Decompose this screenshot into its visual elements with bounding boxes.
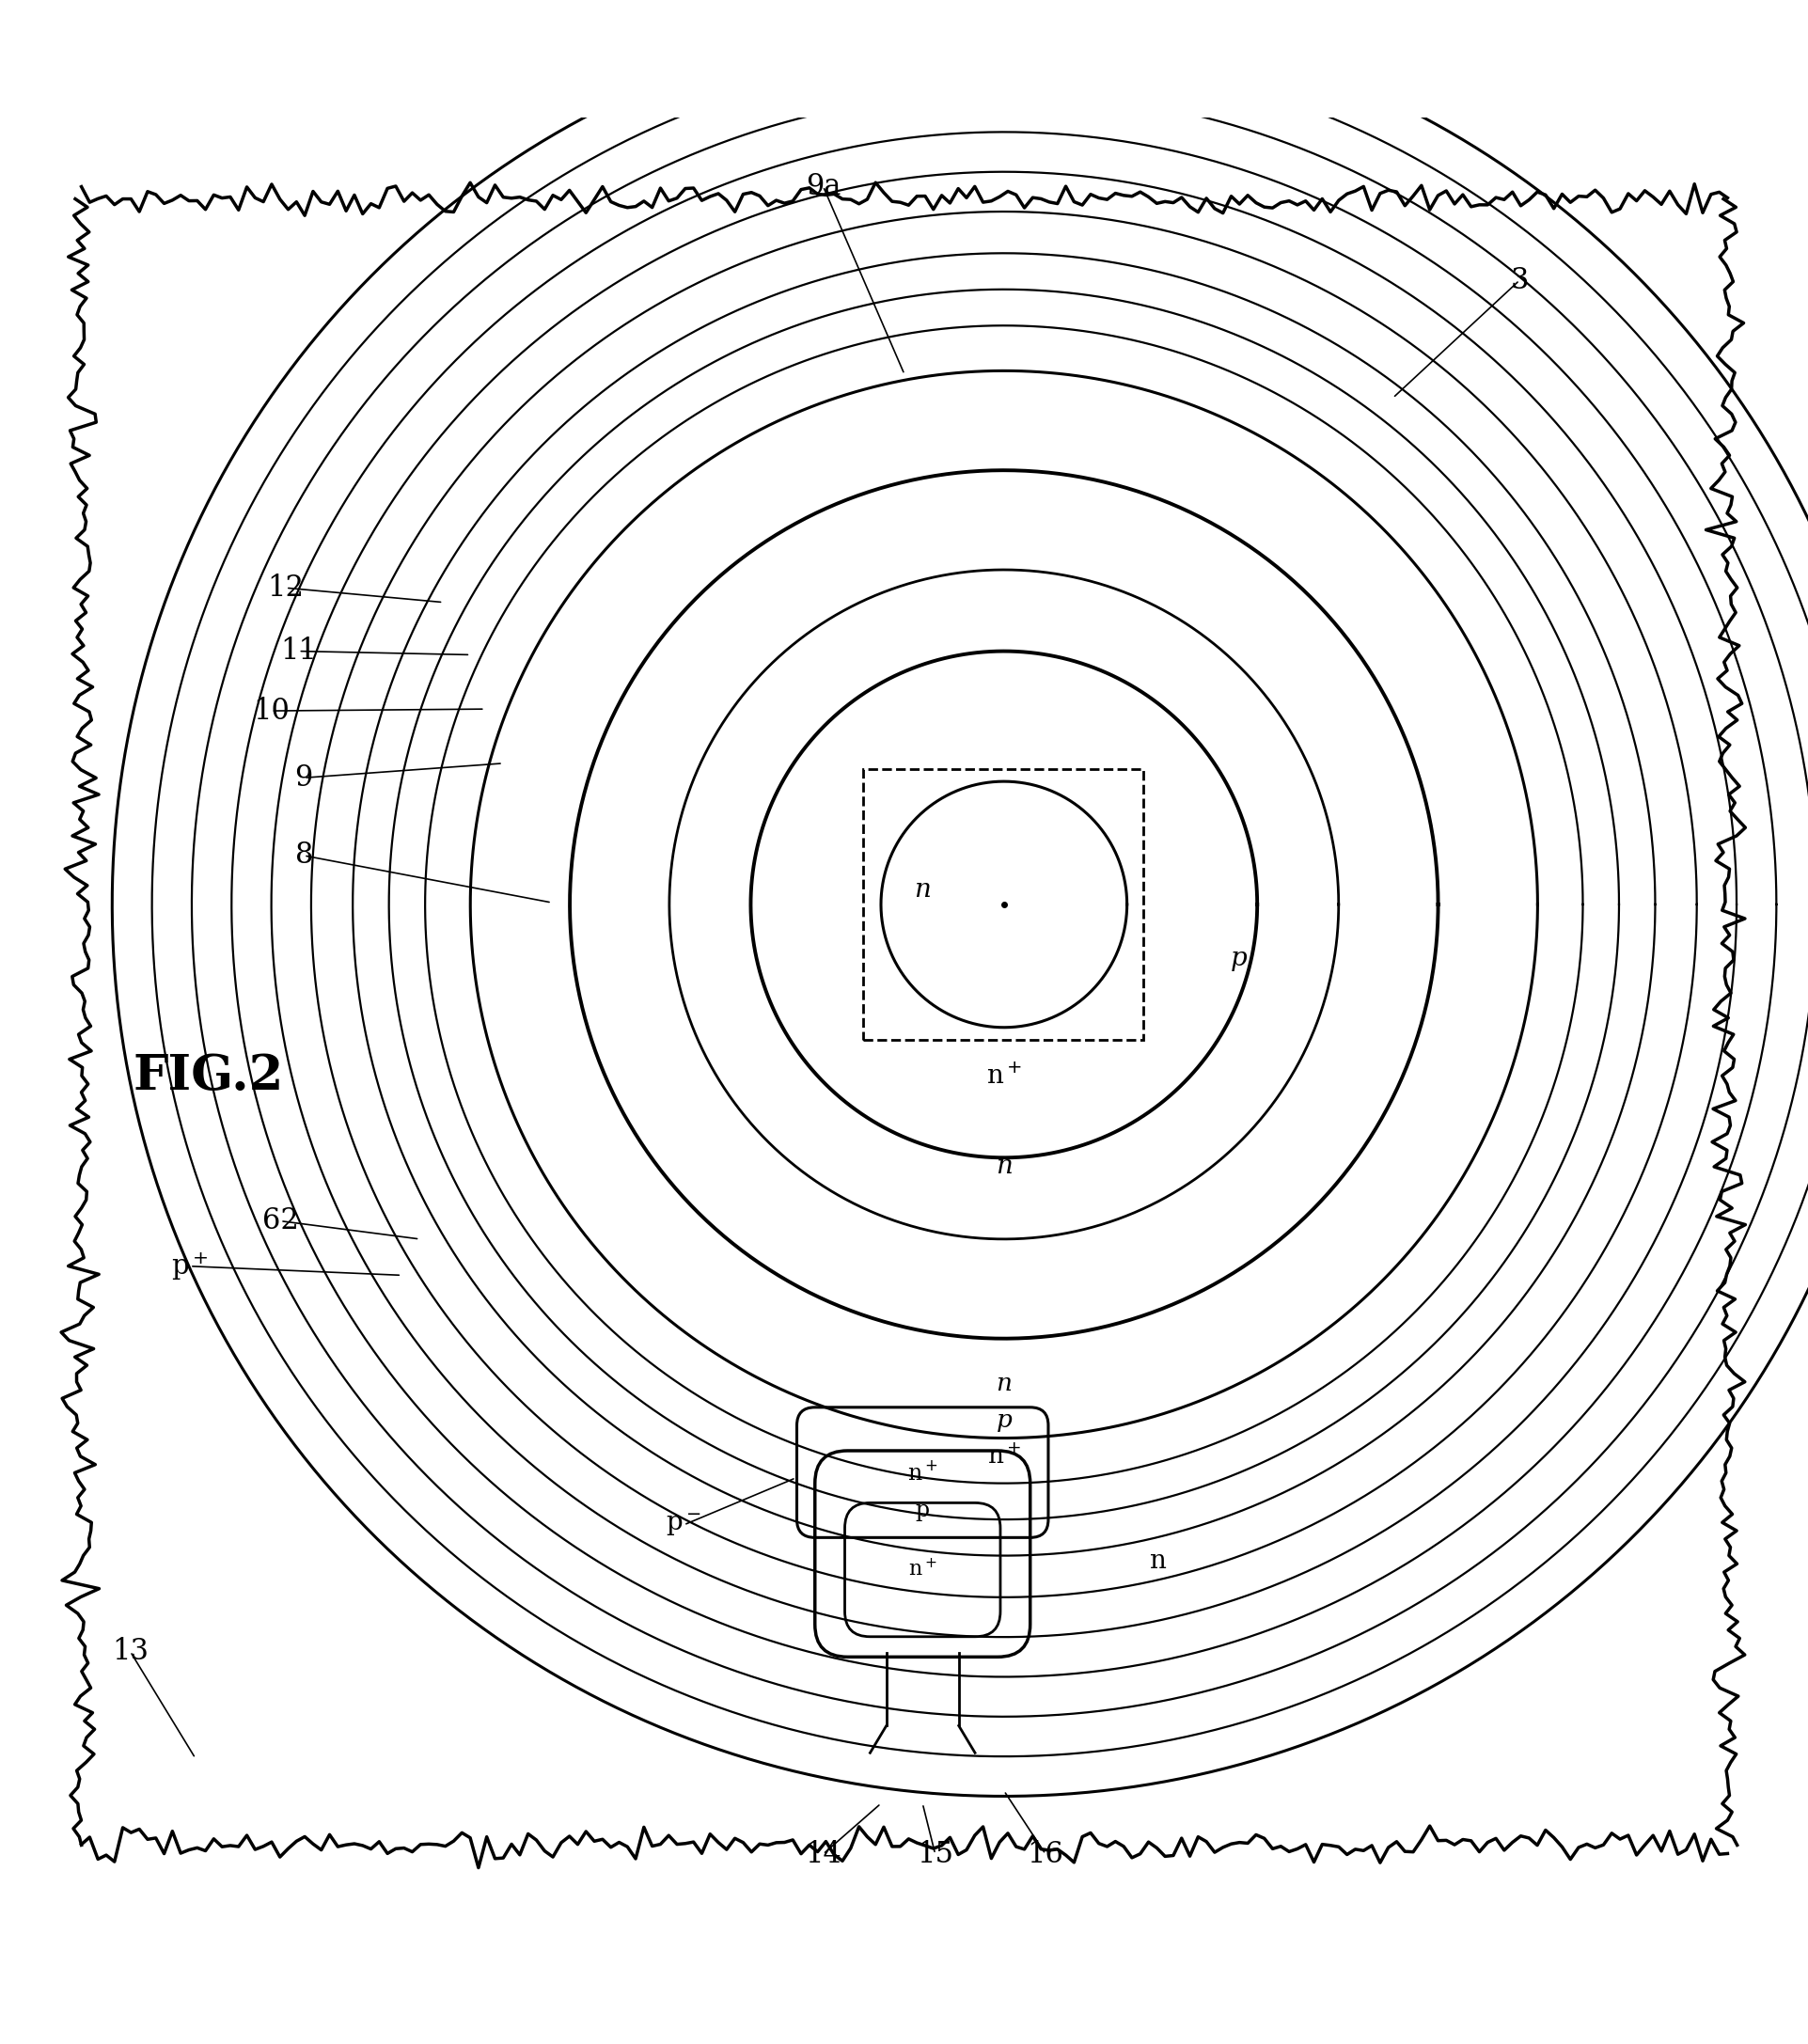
Text: 10: 10: [253, 697, 289, 726]
Text: 15: 15: [917, 1840, 953, 1868]
Bar: [862, 769, 1143, 1040]
Text: FIG.2: FIG.2: [132, 1053, 284, 1100]
Text: n: n: [1148, 1549, 1166, 1574]
Text: p: p: [915, 1498, 929, 1521]
Text: 16: 16: [1027, 1840, 1063, 1868]
Text: n: n: [994, 1155, 1012, 1179]
Text: 9: 9: [295, 762, 313, 793]
Text: 8: 8: [295, 840, 313, 871]
Text: 12: 12: [268, 572, 304, 603]
Text: 3: 3: [1510, 266, 1528, 294]
Text: n$^+$: n$^+$: [908, 1560, 937, 1580]
Text: p$^-$: p$^-$: [665, 1513, 702, 1539]
Text: 9a: 9a: [805, 172, 841, 200]
Text: n$^+$: n$^+$: [906, 1461, 938, 1484]
Text: p: p: [1229, 946, 1248, 971]
Text: p$^+$: p$^+$: [172, 1251, 208, 1282]
Text: n$^+$: n$^+$: [985, 1063, 1022, 1089]
Text: 14: 14: [805, 1840, 841, 1868]
Text: n$^+$: n$^+$: [987, 1443, 1020, 1468]
Text: n: n: [913, 877, 931, 903]
Text: p: p: [996, 1408, 1011, 1431]
Text: n: n: [996, 1372, 1011, 1396]
Text: 62: 62: [262, 1206, 298, 1235]
Text: 11: 11: [280, 636, 316, 666]
Text: 13: 13: [112, 1637, 148, 1666]
